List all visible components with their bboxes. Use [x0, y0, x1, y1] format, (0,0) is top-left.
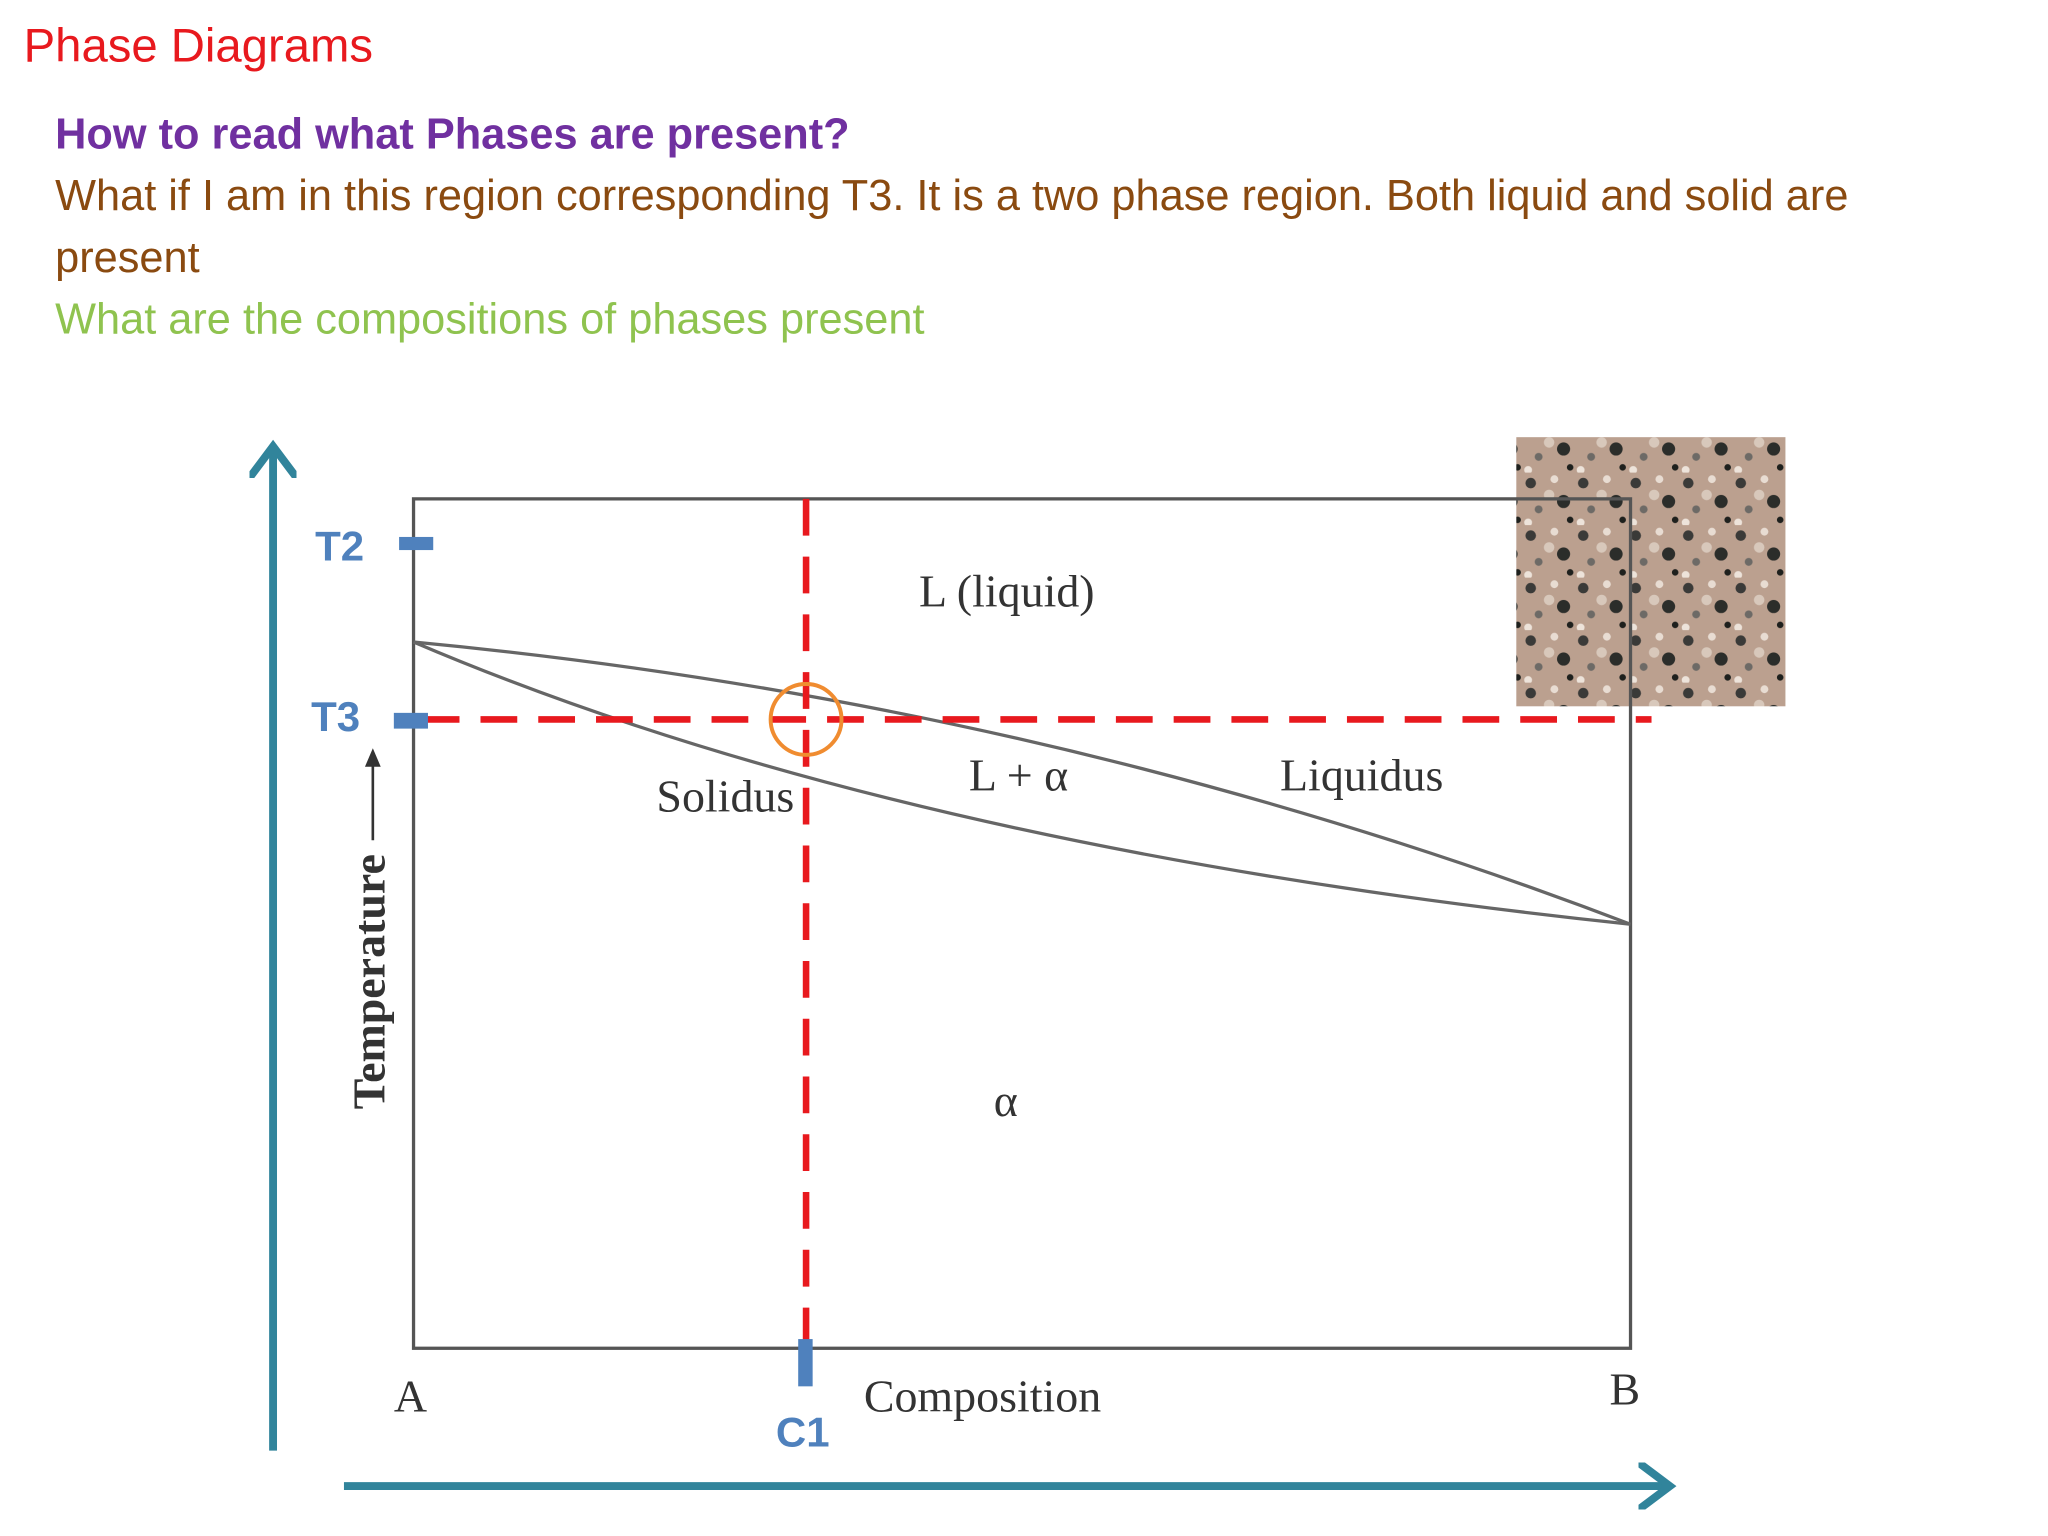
question: What are the compositions of phases pres…	[55, 294, 925, 343]
granite-image	[1516, 437, 1786, 707]
intersection-circle	[768, 682, 844, 757]
axis-end-label: B	[1610, 1364, 1641, 1415]
y-label-arrowhead	[364, 748, 381, 767]
x-axis-label: Composition	[864, 1370, 1101, 1421]
solidus-curve	[412, 640, 1631, 926]
heading: How to read what Phases are present?	[55, 108, 850, 158]
curve-label: Solidus	[656, 770, 794, 821]
region-label: L + α	[969, 749, 1068, 800]
diagram-frame	[411, 497, 1633, 1350]
y-axis-label: Temperature	[344, 854, 395, 1109]
marker-label: C1	[776, 1409, 830, 1456]
marker-label: T2	[315, 523, 364, 570]
curve-label: Liquidus	[1280, 749, 1443, 800]
region-label: L (liquid)	[919, 566, 1095, 617]
axis-end-label: A	[394, 1370, 427, 1421]
liquidus-curve	[413, 640, 1632, 926]
marker-label: T3	[311, 693, 360, 740]
body-text: What if I am in this region correspondin…	[55, 170, 1849, 281]
t2-marker	[399, 536, 434, 551]
t3-marker	[393, 712, 428, 729]
text-block: How to read what Phases are present? Wha…	[55, 102, 1985, 349]
c1-marker	[798, 1339, 813, 1387]
slide-title: Phase Diagrams	[23, 18, 374, 73]
region-label: α	[994, 1075, 1018, 1126]
